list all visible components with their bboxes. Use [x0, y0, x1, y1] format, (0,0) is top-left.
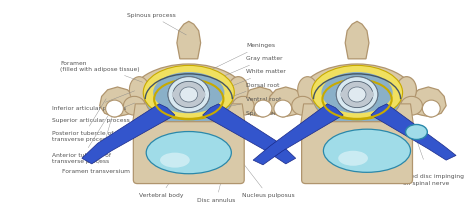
Ellipse shape: [360, 96, 370, 104]
Ellipse shape: [192, 96, 201, 104]
Text: White matter: White matter: [209, 69, 286, 95]
Polygon shape: [385, 104, 414, 132]
Text: Anterior tubercle of
transverse process: Anterior tubercle of transverse process: [52, 116, 111, 164]
Ellipse shape: [321, 72, 392, 113]
Ellipse shape: [338, 151, 368, 166]
Text: Nucleus pulposus: Nucleus pulposus: [222, 136, 294, 198]
Ellipse shape: [340, 90, 354, 99]
Ellipse shape: [323, 129, 410, 172]
Circle shape: [422, 100, 440, 117]
Ellipse shape: [302, 124, 411, 182]
Ellipse shape: [341, 81, 373, 108]
Ellipse shape: [298, 77, 318, 103]
Circle shape: [274, 100, 292, 117]
Ellipse shape: [292, 96, 313, 115]
Ellipse shape: [336, 77, 378, 112]
Polygon shape: [371, 104, 456, 160]
Ellipse shape: [123, 96, 145, 115]
Polygon shape: [217, 104, 246, 132]
Ellipse shape: [153, 72, 224, 113]
Ellipse shape: [129, 64, 248, 134]
Ellipse shape: [340, 90, 354, 99]
Text: Inferior articular process: Inferior articular process: [52, 91, 135, 111]
Text: Vertebral body: Vertebral body: [139, 155, 187, 198]
Ellipse shape: [397, 77, 417, 103]
Ellipse shape: [168, 77, 210, 112]
Ellipse shape: [344, 96, 354, 104]
Text: Foramen
(filled with adipose tissue): Foramen (filled with adipose tissue): [60, 61, 143, 82]
Polygon shape: [268, 87, 306, 117]
Text: Gray matter: Gray matter: [205, 56, 283, 84]
Ellipse shape: [348, 87, 366, 102]
Ellipse shape: [311, 65, 402, 120]
Circle shape: [254, 100, 272, 117]
Polygon shape: [177, 21, 201, 59]
Circle shape: [106, 100, 123, 117]
Ellipse shape: [129, 77, 149, 103]
Polygon shape: [253, 104, 343, 165]
Ellipse shape: [172, 90, 186, 99]
Ellipse shape: [180, 87, 198, 102]
Ellipse shape: [173, 81, 205, 108]
Ellipse shape: [348, 87, 366, 102]
Text: Ventral root: Ventral root: [217, 97, 282, 109]
Polygon shape: [240, 87, 278, 117]
Ellipse shape: [168, 77, 210, 112]
Ellipse shape: [360, 96, 370, 104]
Ellipse shape: [344, 96, 354, 104]
Ellipse shape: [173, 81, 205, 108]
Ellipse shape: [401, 96, 422, 115]
Text: herniated disc impinging
on spinal nerve: herniated disc impinging on spinal nerve: [389, 174, 464, 186]
Ellipse shape: [232, 96, 254, 115]
Polygon shape: [82, 104, 175, 164]
Polygon shape: [300, 104, 329, 132]
Ellipse shape: [228, 77, 248, 103]
Ellipse shape: [360, 90, 374, 99]
Text: Disc annulus: Disc annulus: [197, 146, 236, 202]
Ellipse shape: [336, 77, 378, 112]
Polygon shape: [100, 87, 137, 117]
Ellipse shape: [180, 87, 198, 102]
Ellipse shape: [360, 90, 374, 99]
Text: Posterior tubercle of
transverse process: Posterior tubercle of transverse process: [52, 99, 114, 142]
Text: Meninges: Meninges: [201, 43, 275, 75]
Ellipse shape: [134, 124, 243, 182]
Ellipse shape: [192, 90, 206, 99]
Ellipse shape: [192, 96, 201, 104]
Text: Dorsal root: Dorsal root: [215, 83, 280, 103]
Text: Superior articular process: Superior articular process: [52, 103, 135, 123]
Ellipse shape: [160, 153, 190, 168]
Text: Spinal nerve: Spinal nerve: [233, 111, 283, 118]
Ellipse shape: [176, 96, 186, 104]
Ellipse shape: [341, 81, 373, 108]
Polygon shape: [202, 104, 296, 164]
FancyBboxPatch shape: [301, 122, 412, 184]
Ellipse shape: [145, 74, 232, 124]
Ellipse shape: [313, 74, 401, 124]
Ellipse shape: [192, 90, 206, 99]
Ellipse shape: [143, 65, 234, 120]
Text: Spinous process: Spinous process: [127, 13, 186, 35]
FancyBboxPatch shape: [133, 122, 244, 184]
Polygon shape: [409, 87, 446, 117]
Text: Foramen transversium: Foramen transversium: [62, 111, 130, 174]
Polygon shape: [131, 104, 161, 132]
Ellipse shape: [298, 64, 417, 134]
Ellipse shape: [146, 132, 231, 174]
Ellipse shape: [406, 124, 428, 140]
Ellipse shape: [176, 96, 186, 104]
Polygon shape: [345, 21, 369, 59]
Ellipse shape: [172, 90, 186, 99]
